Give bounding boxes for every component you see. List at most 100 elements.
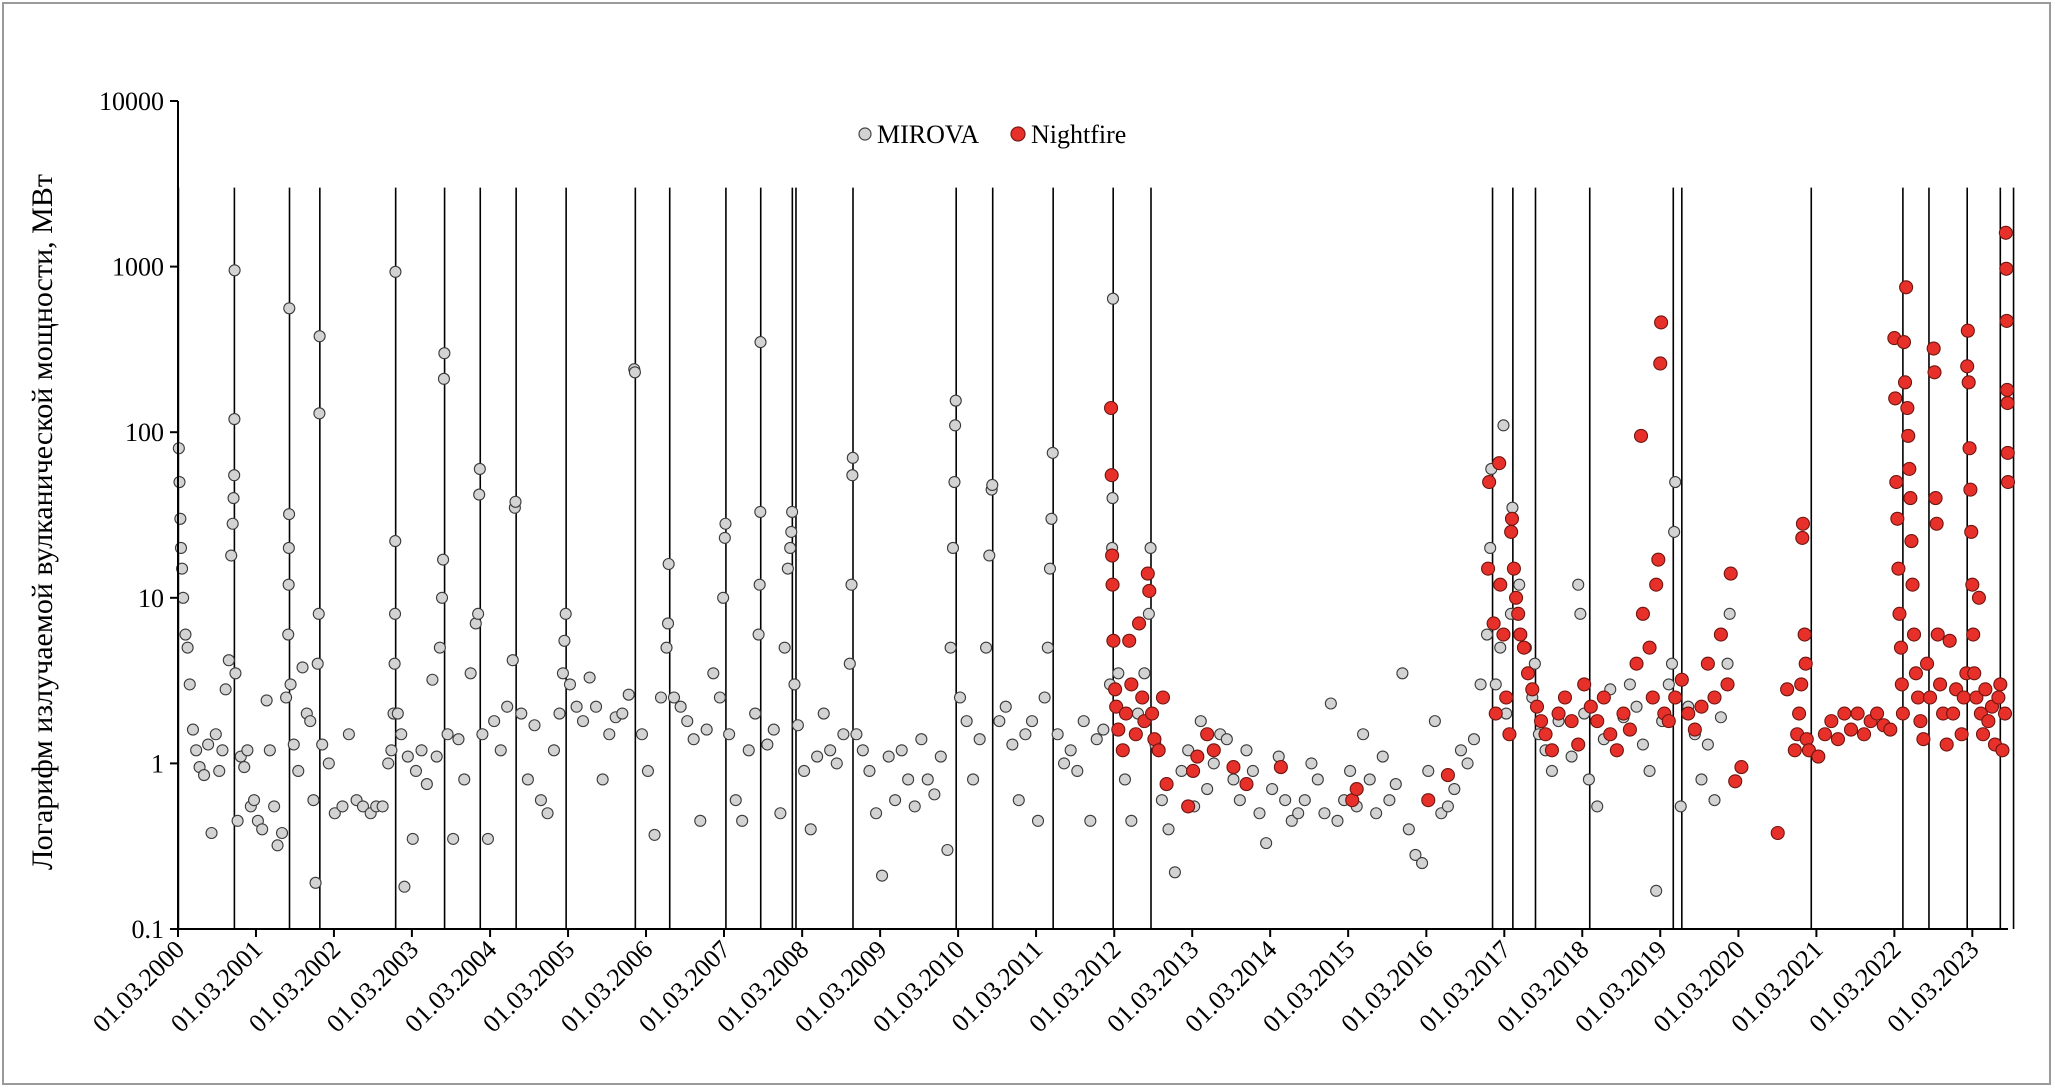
mirova-point (388, 607, 402, 620)
nightfire-point (1520, 666, 1536, 681)
mirova-point (226, 517, 239, 530)
mirova-point (1467, 733, 1481, 746)
nightfire-point (2000, 445, 2015, 460)
mirova-point (986, 478, 999, 492)
mirova-point (209, 728, 222, 741)
mirova-point (534, 794, 547, 807)
nightfire-point (1511, 606, 1526, 621)
nightfire-point (2000, 382, 2015, 397)
mirova-point (778, 641, 791, 654)
mirova-point (667, 691, 681, 704)
mirova-point (420, 778, 433, 791)
nightfire-point (1971, 590, 1986, 605)
nightfire-point (1900, 400, 1915, 416)
mirova-point (282, 578, 295, 591)
nightfire-point (1642, 640, 1657, 655)
nightfire-point (1824, 714, 1839, 729)
mirova-point (225, 549, 238, 562)
mirova-point (231, 814, 244, 827)
mirova-point (628, 366, 641, 379)
y-tick-label: 1000 (112, 253, 164, 282)
mirova-point (1623, 678, 1636, 691)
mirova-point (850, 728, 863, 741)
mirova-point (1138, 667, 1151, 680)
nightfire-point (1939, 737, 1954, 752)
nightfire-point (1995, 743, 2010, 758)
mirova-point (999, 700, 1012, 713)
mirova-point (1572, 578, 1585, 591)
mirova-point (1357, 728, 1370, 741)
mirova-point (1370, 807, 1383, 820)
mirova-point (1506, 501, 1519, 514)
mirova-point (781, 562, 794, 575)
mirova-point (1227, 773, 1240, 786)
mirova-point (767, 723, 780, 736)
mirova-point (190, 744, 203, 757)
nightfire-point (1504, 511, 1520, 526)
mirova-point (1305, 757, 1318, 770)
nightfire-point (1850, 706, 1865, 721)
mirova-point (216, 744, 229, 757)
mirova-point (641, 764, 654, 778)
mirova-point (1194, 715, 1207, 728)
nightfire-point (1927, 365, 1942, 380)
mirova-point (700, 723, 713, 736)
nightfire-point (1956, 690, 1971, 705)
mirova-point (1097, 723, 1110, 736)
mirova-points (172, 264, 1737, 897)
nightfire-point (1933, 677, 1948, 692)
legend: MIROVA Nightfire (858, 120, 1126, 149)
mirova-point (316, 738, 329, 751)
mirova-point (391, 707, 404, 720)
mirova-point (660, 641, 673, 654)
nightfire-point (1645, 690, 1660, 705)
mirova-point (458, 773, 471, 786)
mirova-point (336, 800, 349, 813)
mirova-point (902, 773, 915, 786)
mirova-point (654, 691, 668, 704)
mirova-point (967, 773, 980, 786)
mirova-point (1025, 715, 1039, 728)
mirova-point (1031, 814, 1045, 827)
mirova-point (761, 738, 774, 751)
mirova-point (313, 407, 326, 420)
mirova-point (603, 728, 616, 741)
nightfire-point (1954, 727, 1969, 742)
mirova-point (1591, 800, 1604, 813)
nightfire-point (2000, 395, 2015, 411)
mirova-point (1428, 715, 1441, 728)
nightfire-point (1811, 749, 1826, 764)
mirova-point (798, 764, 811, 778)
nightfire-point (1981, 714, 1996, 729)
mirova-point (1630, 700, 1643, 713)
nightfire-point (1533, 714, 1549, 729)
mirova-point (774, 807, 787, 820)
nightfire-point (1629, 656, 1644, 671)
nightfire-point (1991, 690, 2006, 705)
mirova-point (1489, 678, 1502, 691)
mirova-point (616, 707, 629, 720)
mirova-point (437, 553, 450, 566)
mirova-point (1643, 764, 1656, 778)
mirova-point (356, 800, 370, 813)
mirova-point (1046, 446, 1059, 459)
mirova-point (1409, 848, 1422, 862)
nightfire-point (1792, 706, 1807, 721)
mirova-point (719, 517, 732, 530)
mirova-point (228, 469, 241, 482)
mirova-point (1474, 678, 1487, 691)
nightfire-point (1499, 690, 1514, 705)
mirova-point (284, 678, 297, 691)
mirova-point (1402, 823, 1415, 836)
nightfire-point (1894, 677, 1909, 692)
nightfire-point (1993, 677, 2008, 692)
nightfire-point (1654, 315, 1669, 330)
mirova-point (241, 744, 254, 757)
nightfire-point (1186, 763, 1201, 779)
nightfire-point (1966, 627, 1981, 642)
mirova-point (944, 641, 957, 654)
mirova-point (202, 738, 215, 751)
mirova-point (723, 728, 736, 741)
mirova-point (376, 800, 389, 813)
nightfire-point (1481, 561, 1496, 576)
